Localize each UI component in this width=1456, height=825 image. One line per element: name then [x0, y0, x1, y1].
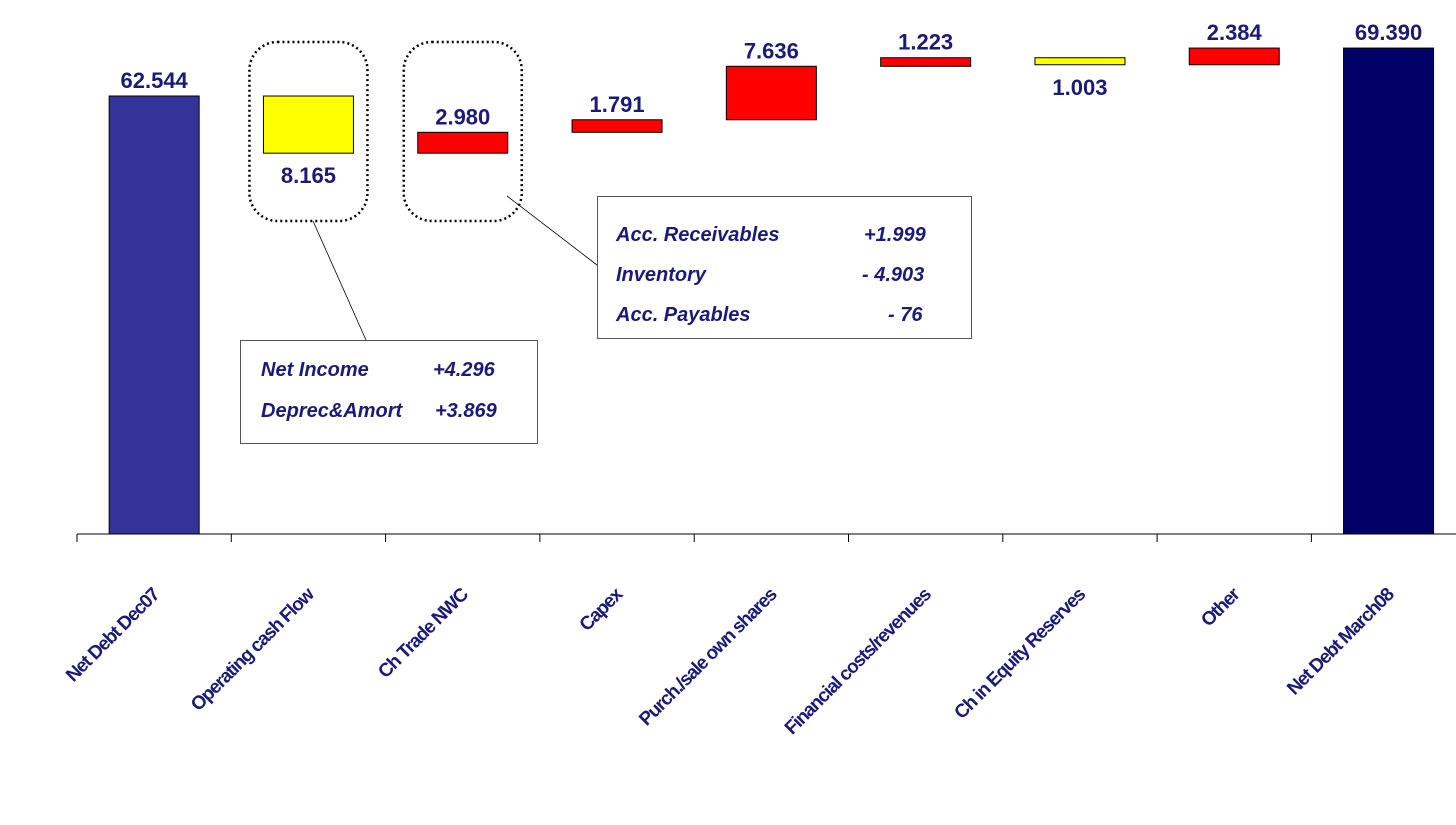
category-label-1: Operating cash Flow	[187, 584, 319, 716]
category-label-2: Ch Trade NWC	[374, 584, 473, 683]
bar-4	[725, 65, 817, 121]
callout-value: - 76	[888, 304, 923, 326]
callout-label: Deprec&Amort	[261, 400, 403, 422]
highlight-ovals	[248, 40, 523, 223]
bar-3	[571, 119, 663, 133]
category-label-3: Capex	[576, 584, 628, 636]
category-label-5: Financial costs/revenues	[781, 584, 936, 739]
value-label-4: 7.636	[744, 38, 799, 63]
callout-value: +1.999	[864, 224, 926, 246]
callout-label: Acc. Receivables	[616, 224, 780, 246]
value-label-2: 2.980	[435, 104, 490, 129]
callout-label: Acc. Payables	[616, 304, 751, 326]
callout-value: - 4.903	[862, 264, 925, 286]
callout-box-operating-cash-flow: Net Income +4.296 Deprec&Amort +3.869	[240, 340, 538, 444]
callout-box-trade-nwc: Acc. Receivables +1.999 Inventory - 4.90…	[597, 196, 972, 339]
value-label-1: 8.165	[281, 163, 336, 188]
bar-2	[417, 131, 509, 154]
x-axis-ticks	[76, 534, 1312, 542]
value-label-6: 1.003	[1052, 75, 1107, 100]
value-label-7: 2.384	[1207, 20, 1263, 45]
callout-label: Net Income	[261, 359, 369, 381]
callout-connector-nwc	[506, 195, 598, 266]
value-labels: 62.544 8.165 2.980 1.791 7.636 1.223 1.003 2.38…	[121, 20, 1423, 188]
value-label-3: 1.791	[590, 92, 645, 117]
category-label-8: Net Debt March08	[1283, 584, 1398, 699]
category-label-0: Net Debt Dec07	[62, 584, 164, 686]
category-label-4: Purch./sale own shares	[635, 584, 781, 730]
value-label-8: 69.390	[1355, 20, 1422, 45]
x-axis-category-labels: Net Debt Dec07 Operating cash Flow Ch Trad…	[62, 583, 1398, 739]
bar-1	[262, 95, 354, 154]
bar-5	[880, 57, 972, 67]
highlight-oval-2	[402, 40, 523, 223]
category-label-7: Other	[1197, 583, 1245, 631]
callout-label: Inventory	[616, 264, 707, 286]
bar-7	[1188, 47, 1280, 66]
highlight-oval-1	[248, 40, 369, 223]
bar-8	[1343, 47, 1435, 535]
value-label-0: 62.544	[121, 68, 189, 93]
bars-layer	[108, 47, 1435, 535]
bar-0	[108, 95, 200, 535]
category-label-6: Ch in Equity Reserves	[951, 584, 1090, 723]
callout-connector-operating	[312, 220, 367, 341]
value-label-5: 1.223	[898, 30, 953, 55]
callout-value: +3.869	[435, 400, 497, 422]
callout-value: +4.296	[433, 359, 495, 381]
bar-6	[1034, 57, 1126, 66]
